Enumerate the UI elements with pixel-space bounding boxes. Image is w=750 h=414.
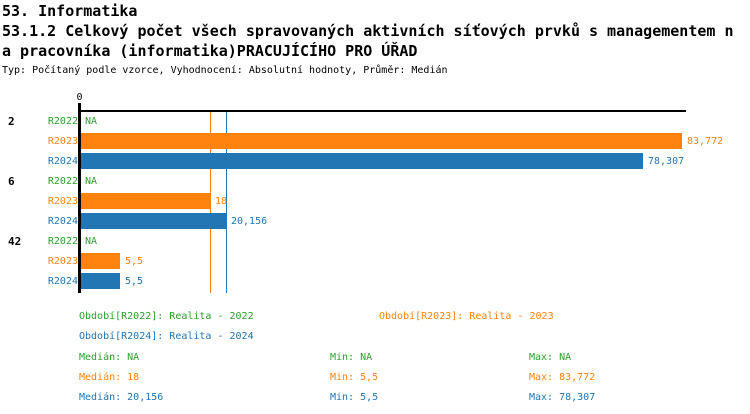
stat-median-R2022: Medián: NA (79, 352, 140, 363)
bar-value-label-R2024-g6: 20,156 (231, 216, 268, 227)
stat-min-R2024: Min: 5,5 (330, 392, 379, 403)
series-label-R2024-g2: R2024 (47, 156, 78, 167)
median-line-R2023 (210, 112, 211, 293)
bar-value-label-R2024-g2: 78,307 (648, 156, 685, 167)
series-label-R2023-g6: R2023 (47, 196, 78, 207)
bar-value-label-R2024-g42: 5,5 (125, 276, 144, 287)
bar-R2023-g42 (81, 253, 120, 269)
median-line-R2024 (226, 112, 227, 293)
y-axis-line (78, 103, 81, 293)
group-label-6: 6 (8, 175, 15, 188)
stat-max-R2023: Max: 83,772 (529, 372, 596, 383)
stat-max-R2024: Max: 78,307 (529, 392, 596, 403)
bar-R2023-g2 (81, 133, 682, 149)
bar-value-label-R2022-g2: NA (85, 116, 98, 127)
bar-value-label-R2023-g6: 18 (215, 196, 228, 207)
bar-value-label-R2023-g2: 83,772 (687, 136, 724, 147)
series-label-R2024-g6: R2024 (47, 216, 78, 227)
bar-R2024-g2 (81, 153, 643, 169)
legend-period-R2024: Období[R2024]: Realita - 2024 (79, 331, 254, 342)
stat-median-R2024: Medián: 20,156 (79, 392, 164, 403)
series-label-R2022-g2: R2022 (47, 116, 78, 127)
bar-value-label-R2022-g42: NA (85, 236, 98, 247)
stat-median-R2023: Medián: 18 (79, 372, 140, 383)
series-label-R2024-g42: R2024 (47, 276, 78, 287)
legend-period-R2023: Období[R2023]: Realita - 2023 (379, 311, 554, 322)
group-label-2: 2 (8, 115, 15, 128)
x-axis-zero-tick-label: 0 (76, 92, 83, 103)
legend-period-R2022: Období[R2022]: Realita - 2022 (79, 311, 254, 322)
bar-value-label-R2022-g6: NA (85, 176, 98, 187)
bar-value-label-R2023-g42: 5,5 (125, 256, 144, 267)
title-line-3: a pracovníka (informatika)PRACUJÍCÍHO PR… (2, 42, 418, 60)
series-label-R2023-g42: R2023 (47, 256, 78, 267)
group-label-42: 42 (8, 235, 22, 248)
series-label-R2023-g2: R2023 (47, 136, 78, 147)
stat-min-R2022: Min: NA (330, 352, 373, 363)
series-label-R2022-g6: R2022 (47, 176, 78, 187)
stat-min-R2023: Min: 5,5 (330, 372, 379, 383)
title-line-2: 53.1.2 Celkový počet všech spravovaných … (2, 22, 734, 40)
title-line-1: 53. Informatika (2, 2, 138, 20)
meta-line: Typ: Počítaný podle vzorce, Vyhodnocení:… (2, 65, 448, 76)
bar-R2024-g42 (81, 273, 120, 289)
series-label-R2022-g42: R2022 (47, 236, 78, 247)
bar-R2024-g6 (81, 213, 226, 229)
stat-max-R2022: Max: NA (529, 352, 572, 363)
bar-R2023-g6 (81, 193, 210, 209)
x-axis-line (78, 110, 686, 112)
